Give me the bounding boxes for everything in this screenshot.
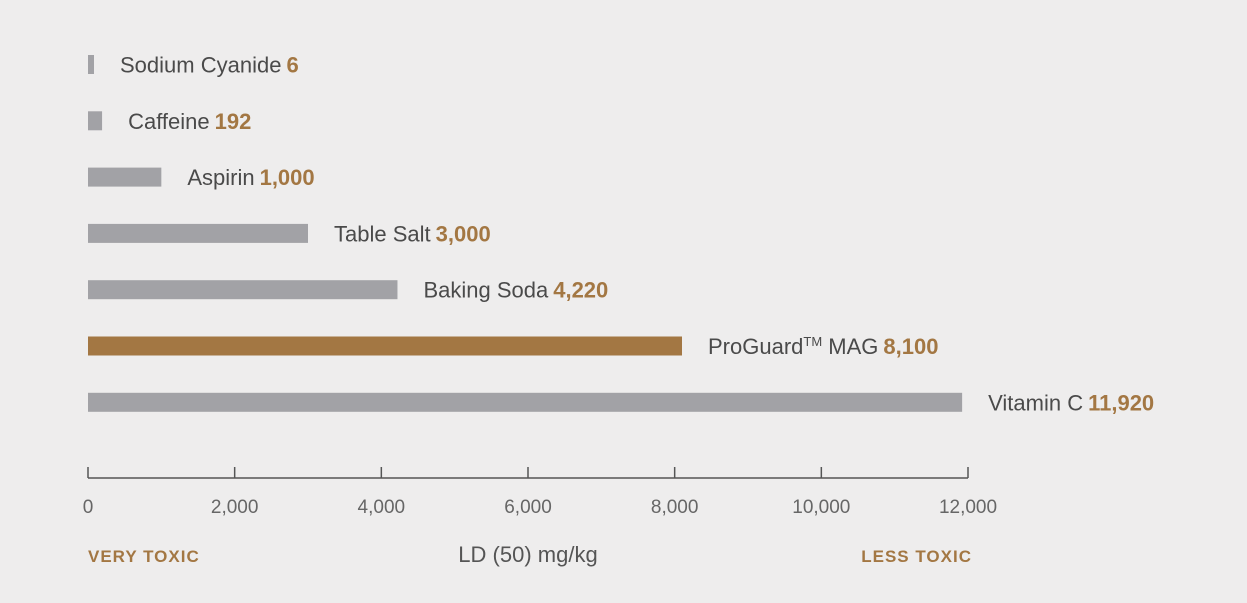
bar-baking-soda [88,280,398,300]
bar-label-vitamin-c: Vitamin C 11,920 [988,390,1154,415]
trademark-sup: TM [803,334,822,349]
bar-label-baking-soda: Baking Soda 4,220 [423,278,608,303]
bar-caffeine [88,111,103,131]
bar-label-sodium-cyanide: Sodium Cyanide 6 [120,53,299,78]
value-label: 4,220 [553,278,608,303]
category-suffix: MAG [822,334,878,359]
bar-aspirin [88,167,162,187]
value-label: 6 [286,53,298,78]
bar-label-proguard: ProGuardTM MAG 8,100 [708,334,938,359]
bar-label-aspirin: Aspirin 1,000 [187,165,314,190]
category-name: Table Salt [334,221,431,246]
bar-label-caffeine: Caffeine 192 [128,109,251,134]
bar-proguard [88,336,682,356]
category-name: Caffeine [128,109,210,134]
value-label: 8,100 [883,334,938,359]
bar-label-table-salt: Table Salt 3,000 [334,221,491,246]
value-label: 1,000 [260,165,315,190]
x-tick-label: 12,000 [939,497,997,518]
category-name: Sodium Cyanide [120,53,281,78]
x-tick-label: 8,000 [651,497,699,518]
very-toxic-label: VERY TOXIC [88,547,200,566]
bar-vitamin-c [88,392,963,412]
x-tick-label: 2,000 [211,497,259,518]
less-toxic-label: LESS TOXIC [861,547,972,566]
bars-group [88,55,963,412]
bar-labels-group: Sodium Cyanide 6 Caffeine 192 Aspirin 1,000 Ta… [120,53,1154,416]
value-label: 11,920 [1088,390,1154,415]
bar-table-salt [88,223,308,243]
x-tick-label: 6,000 [504,497,552,518]
category-name: Aspirin [187,165,254,190]
category-name: Vitamin C [988,390,1083,415]
category-name: ProGuard [708,334,803,359]
x-tick-label: 0 [83,497,94,518]
category-name: Baking Soda [423,278,549,303]
x-tick-label: 10,000 [792,497,850,518]
value-label: 192 [215,109,252,134]
x-tick-label: 4,000 [358,497,406,518]
x-axis: 0 2,000 4,000 6,000 8,000 10,000 12,000 [83,467,997,518]
x-axis-title: LD (50) mg/kg [458,542,597,567]
value-label: 3,000 [436,221,491,246]
bar-sodium-cyanide [88,55,94,74]
